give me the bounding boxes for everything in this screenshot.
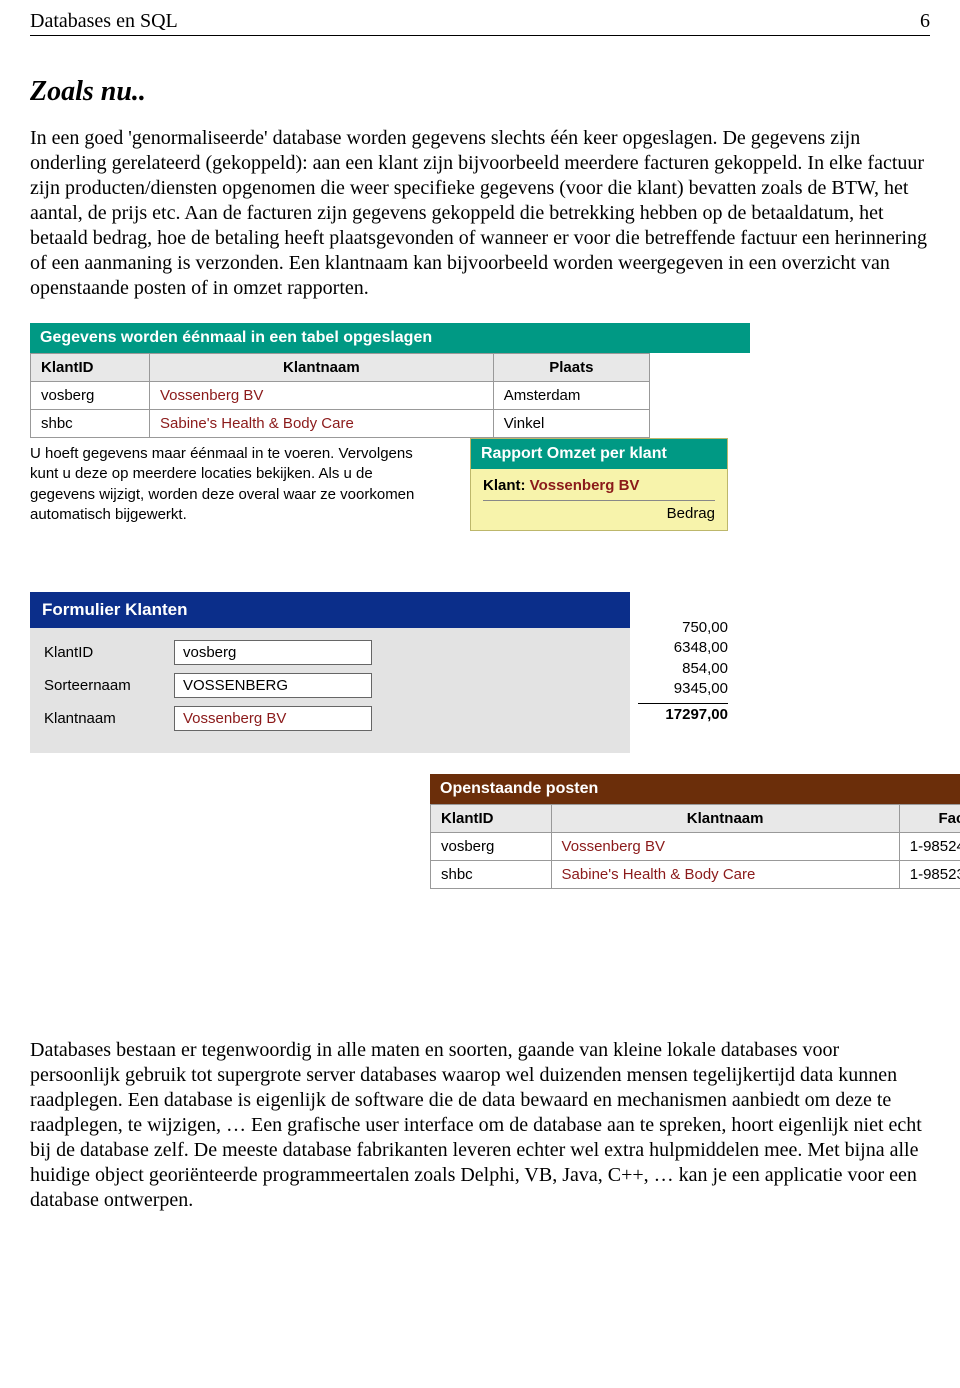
table-row: vosberg Vossenberg BV 1-98524 <box>431 833 960 861</box>
page-number: 6 <box>920 10 930 33</box>
form-value-sorteernaam: VOSSENBERG <box>174 673 372 698</box>
explain-text: U hoeft gegevens maar éénmaal in te voer… <box>30 442 430 525</box>
table2-col-klantnaam: Klantnaam <box>551 805 899 833</box>
report-klant-value: Vossenberg BV <box>530 477 640 494</box>
table1: KlantID Klantnaam Plaats vosberg Vossenb… <box>30 353 650 438</box>
form-label-klantid: KlantID <box>44 644 174 661</box>
form-value-klantnaam: Vossenberg BV <box>174 706 372 731</box>
report-amounts: 750,00 6348,00 854,00 9345,00 17297,00 <box>638 618 728 723</box>
table1-title: Gegevens worden éénmaal in een tabel opg… <box>30 323 750 353</box>
report-total: 17297,00 <box>638 703 728 723</box>
running-header: Databases en SQL 6 <box>30 10 930 36</box>
report-klant-label: Klant: <box>483 477 526 494</box>
report-bedrag-label: Bedrag <box>483 500 715 522</box>
table2-col-klantid: KlantID <box>431 805 552 833</box>
report-box: Rapport Omzet per klant Klant: Vossenber… <box>470 438 728 531</box>
table2: KlantID Klantnaam FactuurNr vosberg Voss… <box>430 804 960 889</box>
report-title: Rapport Omzet per klant <box>471 439 727 469</box>
table1-col-klantnaam: Klantnaam <box>150 354 494 382</box>
table-row: shbc Sabine's Health & Body Care 1-98523 <box>431 861 960 889</box>
doc-title: Databases en SQL <box>30 10 178 33</box>
table1-col-klantid: KlantID <box>31 354 150 382</box>
table2-col-factuurnr: FactuurNr <box>899 805 960 833</box>
form-label-klantnaam: Klantnaam <box>44 710 174 727</box>
open-title: Openstaande posten <box>430 774 960 804</box>
form-label-sorteernaam: Sorteernaam <box>44 677 174 694</box>
table1-col-plaats: Plaats <box>493 354 649 382</box>
form-block: Formulier Klanten KlantID vosberg Sortee… <box>30 592 630 753</box>
table-row: vosberg Vossenberg BV Amsterdam <box>31 382 650 410</box>
open-block: Openstaande posten KlantID Klantnaam Fac… <box>430 774 960 889</box>
bottom-paragraph: Databases bestaan er tegenwoordig in all… <box>30 1038 930 1213</box>
intro-paragraph: In een goed 'genormaliseerde' database w… <box>30 126 930 301</box>
form-title: Formulier Klanten <box>30 592 630 628</box>
form-value-klantid: vosberg <box>174 640 372 665</box>
diagram: Gegevens worden éénmaal in een tabel opg… <box>30 323 750 978</box>
table-row: shbc Sabine's Health & Body Care Vinkel <box>31 410 650 438</box>
section-title: Zoals nu.. <box>30 76 930 108</box>
